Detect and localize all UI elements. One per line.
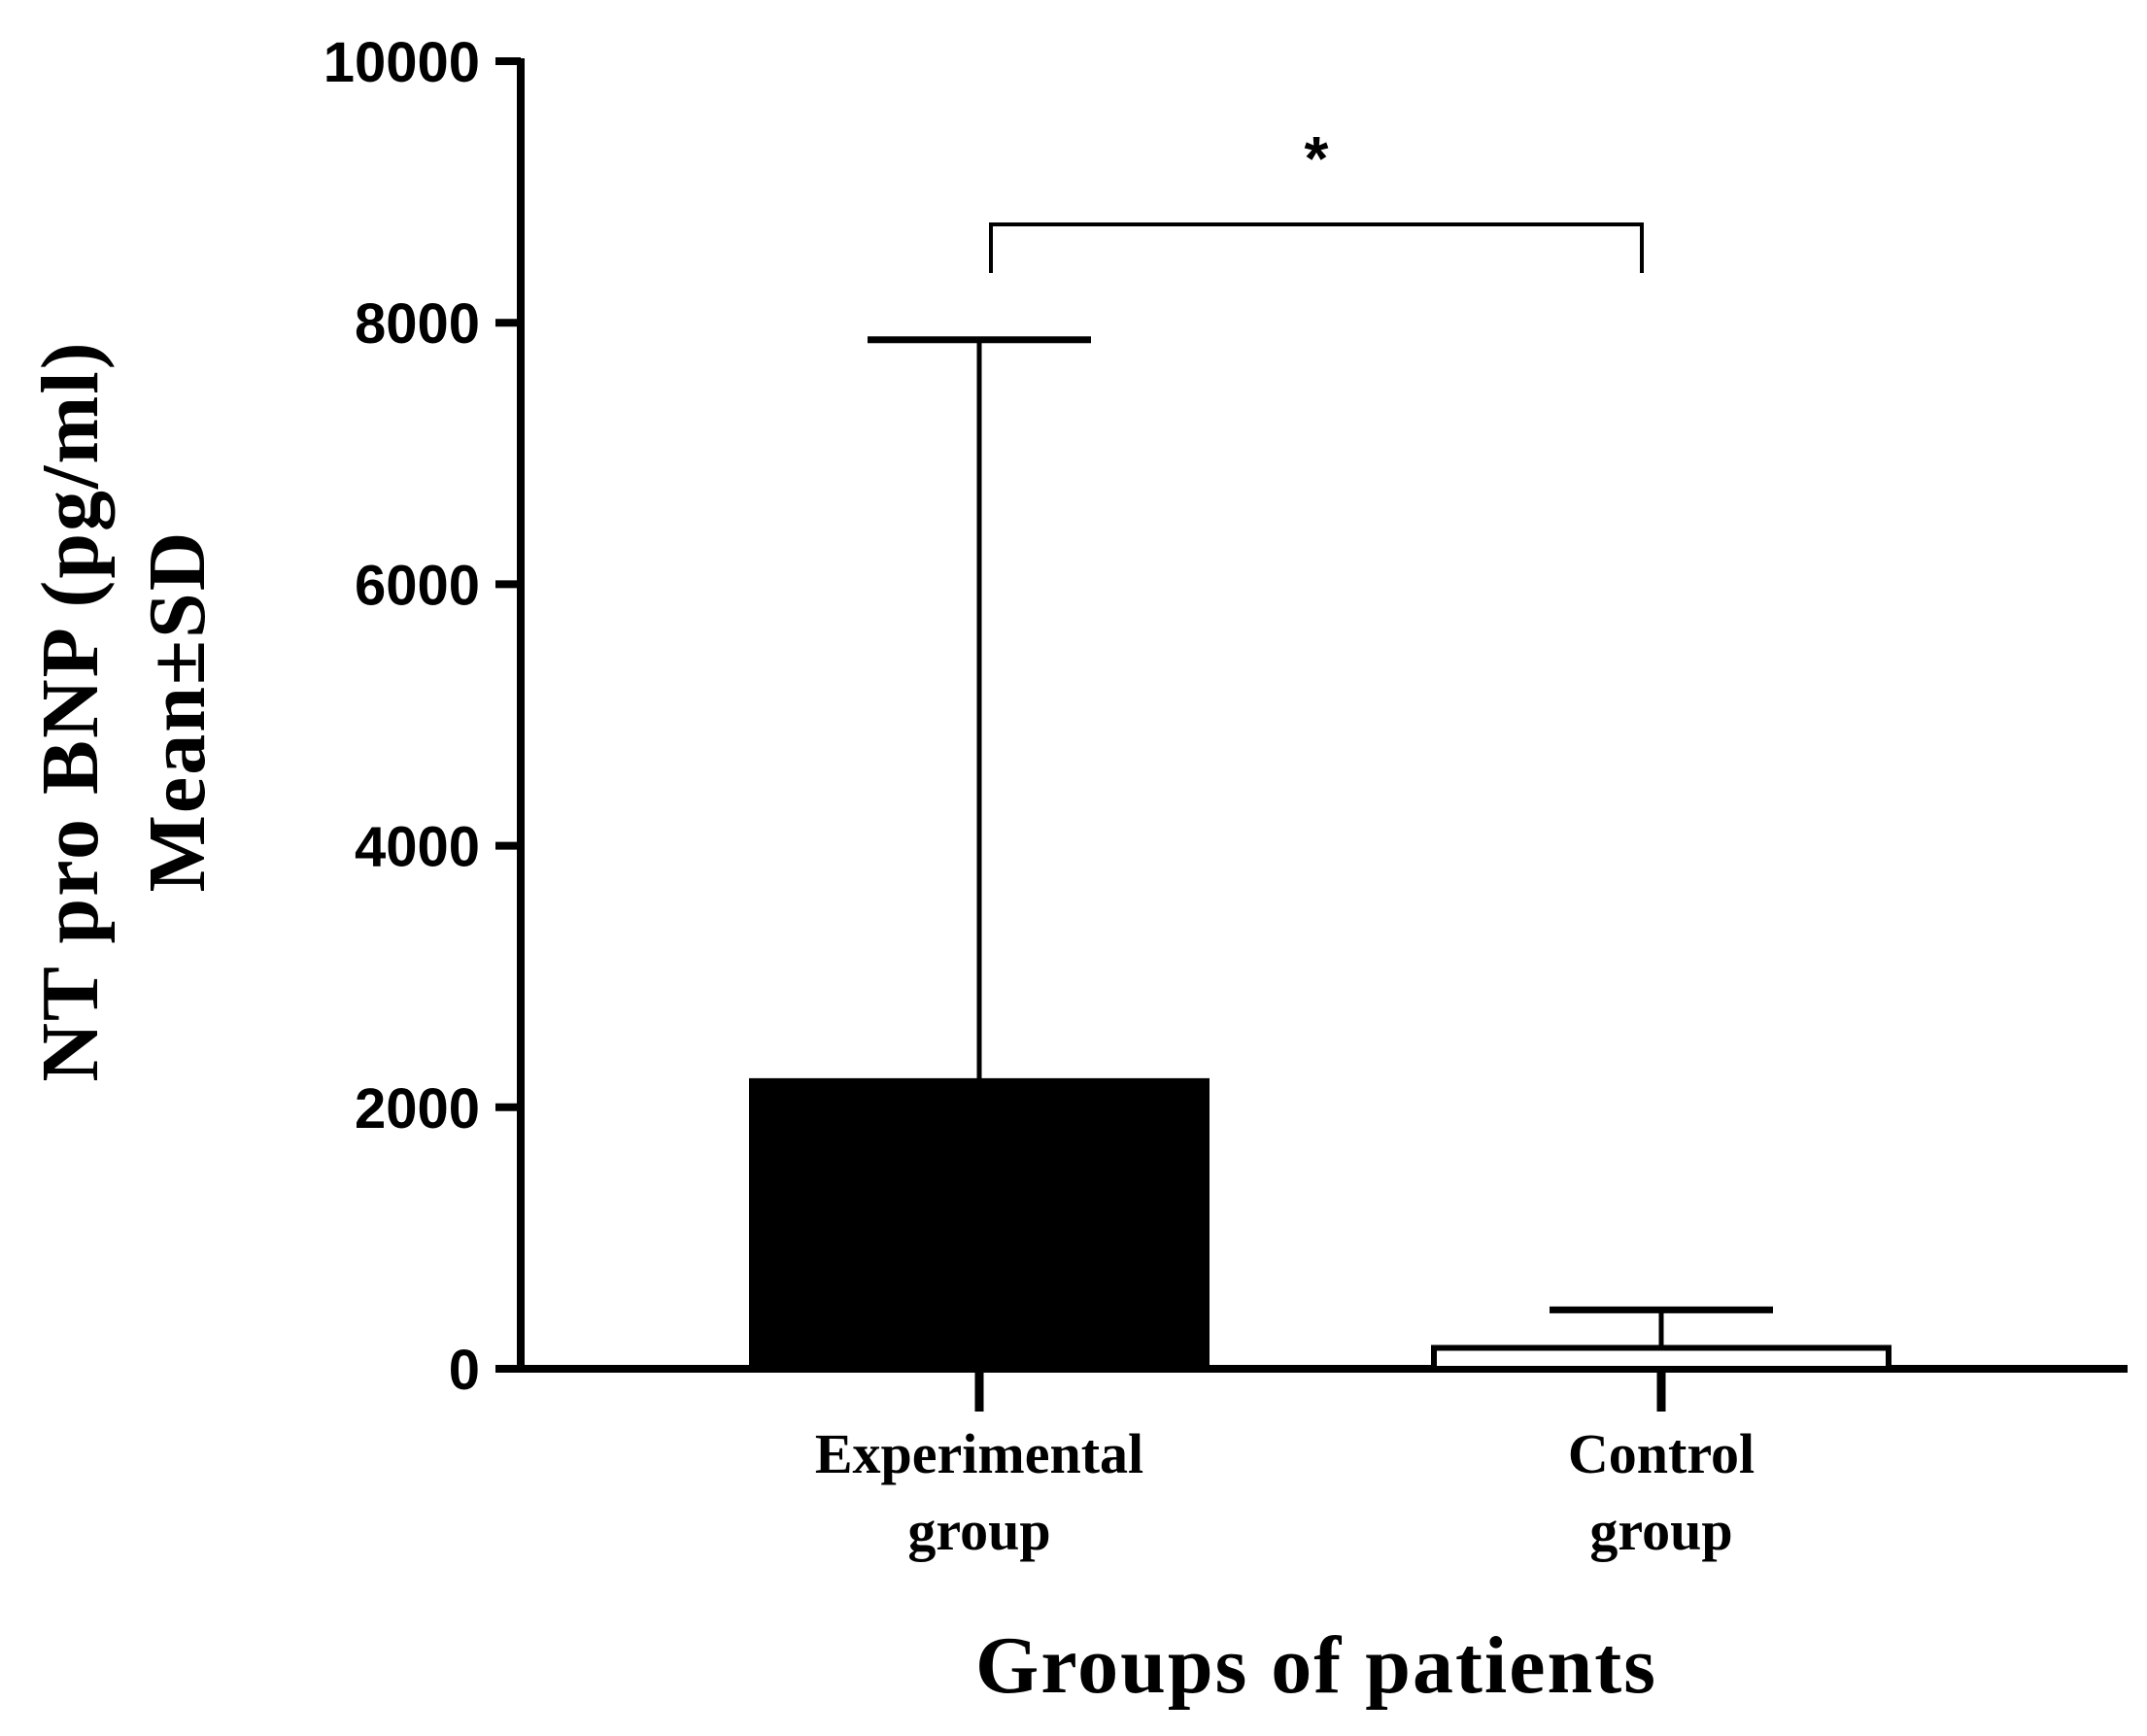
- x-category-label-line1: Experimental: [815, 1422, 1143, 1485]
- y-tick-label: 0: [449, 1339, 480, 1402]
- y-tick-label: 10000: [324, 31, 480, 94]
- x-axis-title: Groups of patients: [975, 1620, 1657, 1711]
- bars: [749, 1077, 1891, 1372]
- y-axis-title-line2: Mean±SD: [132, 530, 222, 893]
- y-tick-label: 6000: [355, 554, 480, 617]
- bar: [1431, 1345, 1891, 1372]
- significance-label: *: [1305, 123, 1329, 193]
- x-ticks: Experimental group Control group: [815, 1369, 1755, 1562]
- y-tick-label: 4000: [355, 816, 480, 879]
- x-category-label-line1: Control: [1568, 1422, 1755, 1485]
- x-category-label-line2: group: [1589, 1499, 1732, 1562]
- y-tick-label: 2000: [355, 1077, 480, 1140]
- bar: [749, 1077, 1210, 1372]
- significance-bracket: *: [989, 123, 1644, 273]
- x-category-label-line2: group: [907, 1499, 1050, 1562]
- y-axis-title-line1: NT pro BNP (pg/ml): [25, 340, 116, 1081]
- y-tick-label: 8000: [355, 292, 480, 356]
- error-bars: [868, 336, 1773, 1348]
- y-ticks: 0 2000 4000 6000 8000 10000: [324, 31, 521, 1402]
- significance-bracket-line: [989, 222, 1644, 273]
